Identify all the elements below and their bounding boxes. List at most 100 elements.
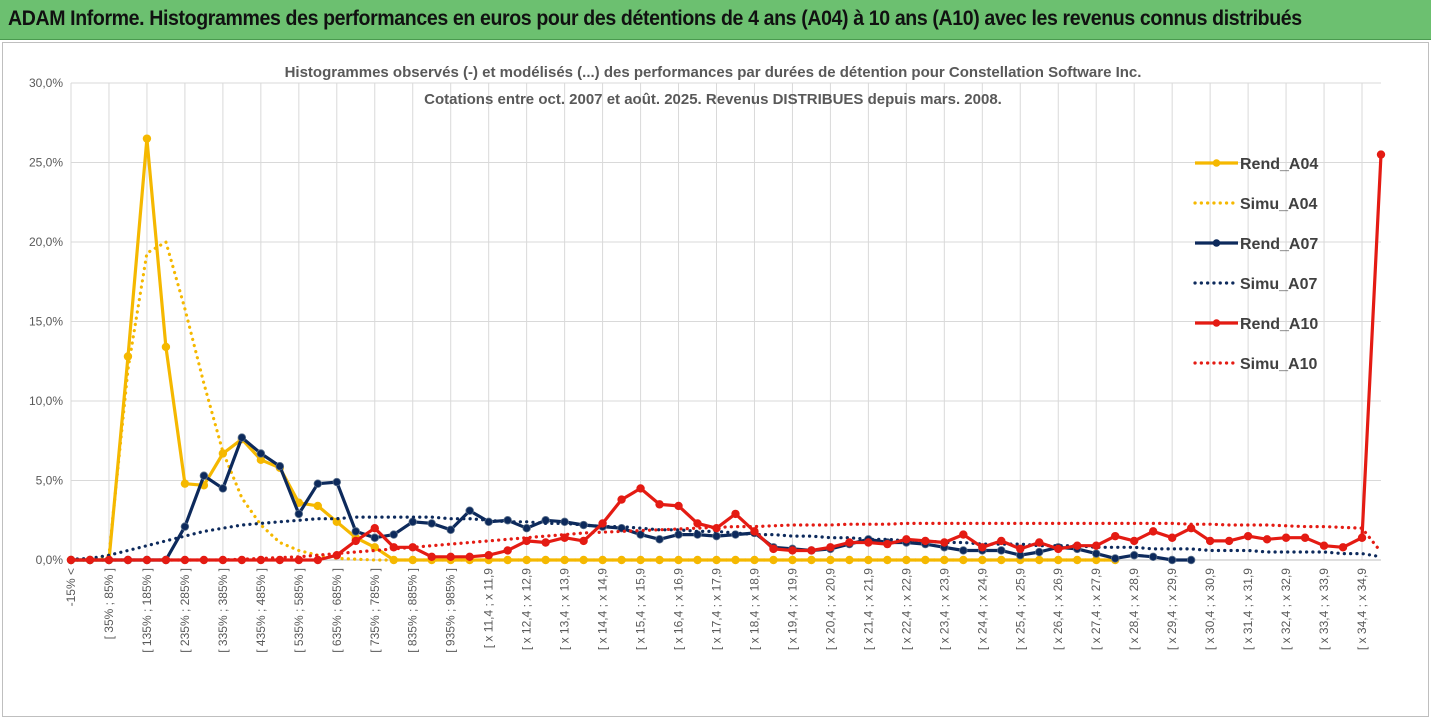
data-point [1300,533,1310,542]
data-point [1111,554,1120,563]
series-line [69,521,1383,562]
data-point [1092,541,1101,550]
x-tick-label: [ x 26,4 ; x 26,9 [1051,568,1065,650]
y-tick-label: 25,0% [29,156,63,170]
legend-marker [1212,239,1221,247]
x-tick-label: [ x 15,4 ; x 15,9 [634,568,648,650]
x-tick-label: [ x 14,4 ; x 14,9 [596,568,610,650]
legend-marker [1212,319,1221,327]
legend-item: Simu_A04 [1193,196,1317,213]
data-point [997,546,1006,555]
x-tick-label: [ x 27,4 ; x 27,9 [1089,568,1103,650]
x-tick-label: [ 335% ; 385% ] [216,568,230,653]
data-point [978,543,987,552]
legend-label: Rend_A04 [1240,156,1318,173]
data-point [655,500,664,509]
data-point [902,535,911,544]
data-point [351,536,360,546]
data-point [256,449,266,458]
data-point [883,539,892,549]
series-simu-a07 [69,515,1383,561]
grid [70,82,1381,561]
legend-label: Simu_A07 [1240,276,1317,293]
x-tick-label: [ x 12,4 ; x 12,9 [520,568,534,650]
legend-item: Simu_A07 [1193,276,1317,293]
series-line [71,137,1116,562]
data-point [1357,533,1367,542]
x-tick-label: [ x 20,4 ; x 20,9 [823,568,837,650]
y-tick-label: 30,0% [29,76,63,90]
x-tick-label: [ x 22,4 ; x 22,9 [899,568,913,650]
data-point [294,509,304,519]
data-point [446,552,455,562]
legend-item: Simu_A10 [1193,356,1317,373]
x-tick-label: [ x 30,4 ; x 30,9 [1203,568,1217,650]
data-point [427,552,436,562]
data-point [617,495,626,504]
data-point [1129,551,1139,560]
data-point [921,536,930,546]
data-point [1224,536,1234,546]
series-line [71,154,1383,562]
data-point [864,538,873,547]
x-tick-label: [ x 13,4 ; x 13,9 [558,568,572,650]
data-point [237,433,247,442]
x-tick-label: [ x 25,4 ; x 25,9 [1013,568,1027,650]
data-point [1281,533,1291,542]
data-point [750,527,759,536]
data-point [1186,555,1196,565]
x-tick-label: [ 735% ; 785% ] [368,568,382,653]
data-point [693,519,702,528]
data-point [161,342,171,352]
x-tick-label: [ x 18,4 ; x 18,9 [747,568,761,650]
series-line [71,436,1192,562]
data-point [1148,552,1158,562]
data-point [826,543,835,552]
data-point [959,546,968,555]
series-line [69,515,1383,561]
x-tick-label: [ x 29,4 ; x 29,9 [1165,568,1179,650]
legend-label: Rend_A10 [1240,316,1318,333]
chart-subtitle: Cotations entre oct. 2007 et août. 2025.… [424,91,1002,108]
data-point [997,536,1006,546]
data-point [1016,544,1025,554]
data-point [655,535,664,544]
y-tick-label: 20,0% [29,235,63,249]
series-lines [66,134,1386,565]
data-point [769,544,778,554]
data-point [1092,549,1101,558]
chart-title: Histogrammes observés (-) et modélisés (… [285,64,1142,81]
series-rend-a04 [66,134,1120,565]
data-point [1054,544,1063,554]
x-tick-label: -15% < [64,568,78,606]
data-point [807,546,816,555]
data-point [142,134,152,143]
data-point [845,538,854,547]
data-point [370,524,379,533]
x-tick-label: [ x 34,4 ; x 34,9 [1355,568,1369,650]
x-tick-label: [ 135% ; 185% ] [140,568,154,653]
data-point [351,527,360,536]
data-point [1243,531,1253,541]
data-point [1111,531,1120,541]
y-tick-label: 5,0% [36,474,64,488]
data-point [1319,541,1329,550]
data-point [1035,547,1044,557]
data-point [484,551,493,560]
data-point [1073,541,1082,550]
x-tick-label: [ x 33,4 ; x 33,9 [1317,568,1331,650]
x-tick-label: [ 35% ; 85% ] [102,568,116,639]
y-tick-label: 10,0% [29,394,63,408]
data-point [313,479,323,488]
data-point [940,538,949,547]
data-point [1035,538,1044,547]
x-tick-label: [ x 32,4 ; x 32,9 [1279,568,1293,650]
x-tick-label: [ 235% ; 285% ] [178,568,192,653]
legend-marker [1212,159,1221,167]
series-simu-a04 [69,240,1117,562]
data-point [332,551,341,560]
data-point [579,536,588,546]
data-point [408,517,417,527]
x-tick-label: [ 435% ; 485% ] [254,568,268,653]
x-tick-label: [ 635% ; 685% ] [330,568,344,653]
